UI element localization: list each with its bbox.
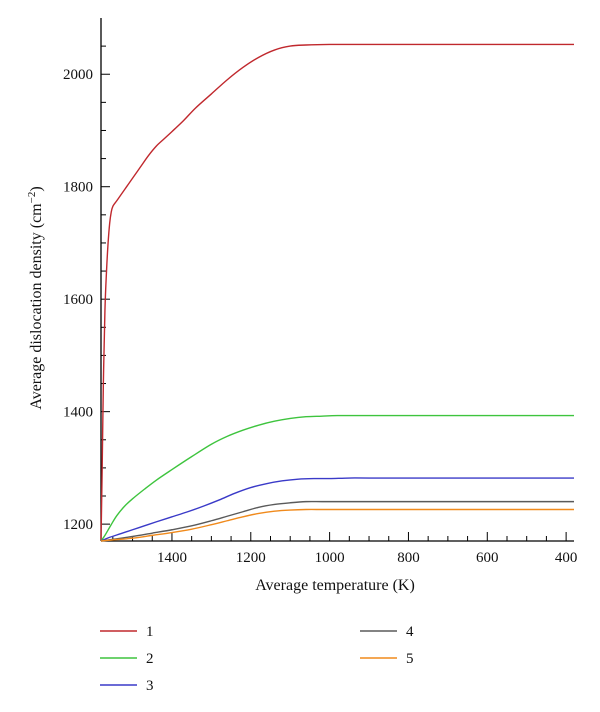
y-ticks: 1200 1400 1600 1800 2000 [63, 45, 110, 533]
axes: 1400 1200 1000 800 600 400 1200 1400 1600 1800 20… [63, 18, 577, 566]
y-tick-label: 1200 [63, 517, 93, 533]
legend-label-3: 3 [146, 678, 154, 694]
x-ticks: 1400 1200 1000 800 600 400 [112, 532, 578, 566]
legend-label-1: 1 [146, 624, 154, 640]
y-tick-label: 2000 [63, 67, 93, 83]
y-axis-title-close: ) [28, 186, 45, 191]
series-lines [100, 43, 574, 542]
legend-label-2: 2 [146, 651, 154, 667]
x-tick-label: 1000 [315, 550, 345, 566]
series-line-4 [100, 500, 574, 542]
y-tick-label: 1600 [63, 292, 93, 308]
y-axis-title-superscript: −2 [26, 192, 38, 204]
legend: 1 2 3 4 5 [100, 624, 414, 694]
series-line-3 [100, 477, 574, 542]
y-tick-label: 1400 [63, 405, 93, 421]
x-axis-title: Average temperature (K) [255, 577, 415, 594]
x-tick-label: 800 [397, 550, 420, 566]
x-tick-label: 1200 [236, 550, 266, 566]
series-line-2 [100, 414, 574, 542]
x-tick-label: 600 [476, 550, 499, 566]
y-axis-title-main: Average dislocation density (cm [28, 203, 45, 410]
series-line-5 [100, 508, 574, 542]
x-tick-label: 1400 [157, 550, 187, 566]
series-line-1 [100, 43, 574, 542]
legend-label-5: 5 [406, 651, 414, 667]
y-axis-title: Average dislocation density (cm−2) [26, 186, 45, 409]
x-tick-label: 400 [555, 550, 578, 566]
legend-label-4: 4 [406, 624, 414, 640]
y-tick-label: 1800 [63, 180, 93, 196]
